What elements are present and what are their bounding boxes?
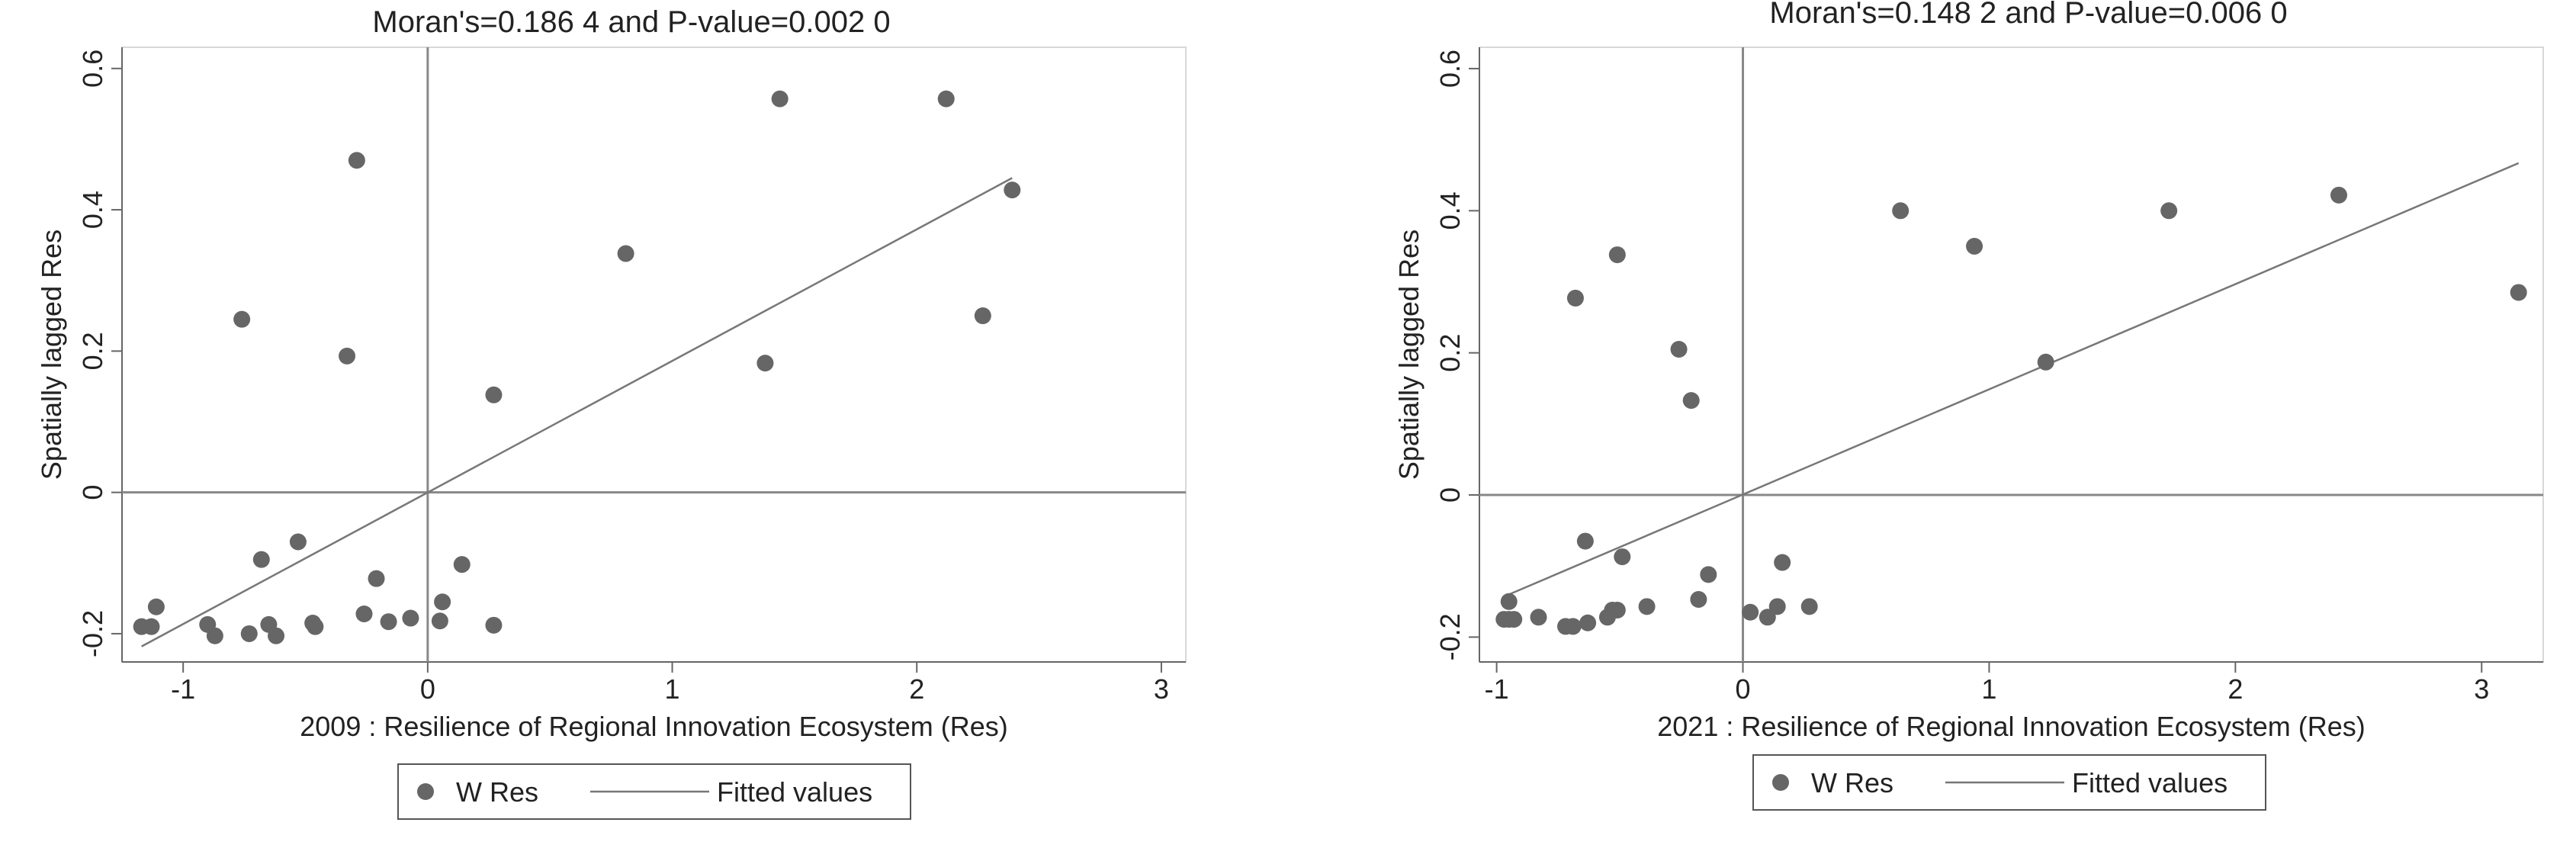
scatter-point-w-res <box>380 613 397 631</box>
y-tick-label: -0.2 <box>77 610 108 657</box>
scatter-point-w-res <box>485 386 503 403</box>
legend: W Res Fitted values <box>397 763 911 820</box>
scatter-point-w-res <box>1774 554 1791 571</box>
scatter-point-w-res <box>431 612 448 630</box>
chart-panel-2: Moran's=0.148 2 and P-value=0.006 0 -1 0 1 2… <box>1393 0 2544 811</box>
legend-label-fitted-values: Fitted values <box>717 776 872 808</box>
scatter-point-w-res <box>2330 186 2347 204</box>
legend-marker-w-res <box>1772 774 1789 791</box>
plot-area <box>121 47 1187 663</box>
y-tick-label: 0.6 <box>77 50 108 88</box>
scatter-point-w-res <box>1566 289 1584 307</box>
scatter-point-w-res <box>1682 392 1700 410</box>
legend-marker-w-res <box>417 783 434 800</box>
y-tick-label: 0 <box>1434 487 1466 503</box>
fitted-values-line <box>1503 162 2520 598</box>
y-tick-label: 0.4 <box>77 191 108 229</box>
scatter-point-w-res <box>1670 341 1688 358</box>
scatter-point-w-res <box>1768 598 1786 615</box>
y-tick-label: 0.6 <box>1434 50 1466 88</box>
x-axis-label: 2021 : Resilience of Regional Innovation… <box>1657 711 2365 742</box>
x-tick-label: -1 <box>171 673 195 705</box>
legend-label-w-res: W Res <box>456 776 538 808</box>
scatter-point-w-res <box>1004 182 1021 199</box>
scatter-point-w-res <box>402 609 419 627</box>
scatter-point-w-res <box>348 152 365 169</box>
scatter-point-w-res <box>434 593 451 611</box>
legend-label-w-res: W Res <box>1811 767 1893 798</box>
x-tick-label: 2 <box>909 673 924 705</box>
scatter-point-w-res <box>233 310 251 328</box>
scatter-point-w-res <box>339 347 356 365</box>
scatter-point-w-res <box>756 355 774 372</box>
y-axis-label: Spatially lagged Res <box>1393 230 1425 480</box>
x-tick-label: 0 <box>420 673 435 705</box>
scatter-point-w-res <box>268 627 285 644</box>
scatter-point-w-res <box>1892 202 1910 220</box>
scatter-point-w-res <box>147 598 165 615</box>
scatter-point-w-res <box>617 245 634 262</box>
scatter-point-w-res <box>771 90 789 108</box>
scatter-point-w-res <box>368 570 385 587</box>
fitted-values-line <box>141 177 1013 647</box>
scatter-point-w-res <box>1966 237 1983 255</box>
scatter-point-w-res <box>1579 614 1597 631</box>
scatter-point-w-res <box>1608 246 1626 264</box>
x-tick-label: 1 <box>665 673 680 705</box>
chart-title: Moran's=0.148 2 and P-value=0.006 0 <box>1769 0 2287 30</box>
y-tick-label: 0 <box>77 485 108 500</box>
scatter-point-w-res <box>937 90 955 108</box>
scatter-point-w-res <box>1564 618 1582 635</box>
y-tick-label: -0.2 <box>1434 613 1466 660</box>
y-tick-label: 0.4 <box>1434 191 1466 230</box>
chart-panel-1: Moran's=0.186 4 and P-value=0.002 0 -1 0 1 2… <box>36 5 1187 820</box>
x-tick-label: 3 <box>1154 673 1169 705</box>
y-tick-label: 0.2 <box>1434 334 1466 372</box>
chart-title: Moran's=0.186 4 and P-value=0.002 0 <box>372 5 890 39</box>
scatter-point-w-res <box>485 616 503 634</box>
y-axis-label: Spatially lagged Res <box>36 230 67 480</box>
legend: W Res Fitted values <box>1752 754 2266 811</box>
x-axis-label: 2009 : Resilience of Regional Innovation… <box>300 711 1007 742</box>
scatter-point-w-res <box>974 307 991 325</box>
scatter-point-w-res <box>252 551 270 568</box>
scatter-point-w-res <box>2510 284 2527 301</box>
scatter-point-w-res <box>307 618 324 635</box>
scatter-point-w-res <box>1530 609 1547 626</box>
legend-label-fitted-values: Fitted values <box>2072 767 2228 798</box>
scatter-point-w-res <box>143 618 160 635</box>
scatter-point-w-res <box>1690 591 1707 609</box>
y-tick-label: 0.2 <box>77 332 108 370</box>
scatter-point-w-res <box>2037 353 2054 371</box>
plot-area <box>1479 47 2544 663</box>
scatter-point-w-res <box>1700 566 1717 583</box>
x-tick-label: 3 <box>2474 673 2489 705</box>
scatter-point-w-res <box>1500 593 1518 610</box>
x-tick-label: 1 <box>1981 673 1996 705</box>
x-tick-label: -1 <box>1485 673 1509 705</box>
scatter-point-w-res <box>1759 609 1776 626</box>
x-tick-label: 0 <box>1736 673 1751 705</box>
scatter-point-w-res <box>1608 601 1626 618</box>
scatter-point-w-res <box>2160 202 2178 220</box>
scatter-point-w-res <box>289 533 307 551</box>
scatter-point-w-res <box>240 625 258 642</box>
scatter-point-w-res <box>1614 548 1631 566</box>
scatter-point-w-res <box>1800 598 1818 615</box>
scatter-point-w-res <box>206 627 223 644</box>
x-tick-label: 2 <box>2228 673 2243 705</box>
scatter-point-w-res <box>453 556 471 573</box>
scatter-point-w-res <box>1638 598 1656 615</box>
scatter-point-w-res <box>1576 532 1594 550</box>
scatter-point-w-res <box>355 606 373 623</box>
scatter-point-w-res <box>1742 603 1759 621</box>
scatter-point-w-res <box>1505 611 1523 628</box>
